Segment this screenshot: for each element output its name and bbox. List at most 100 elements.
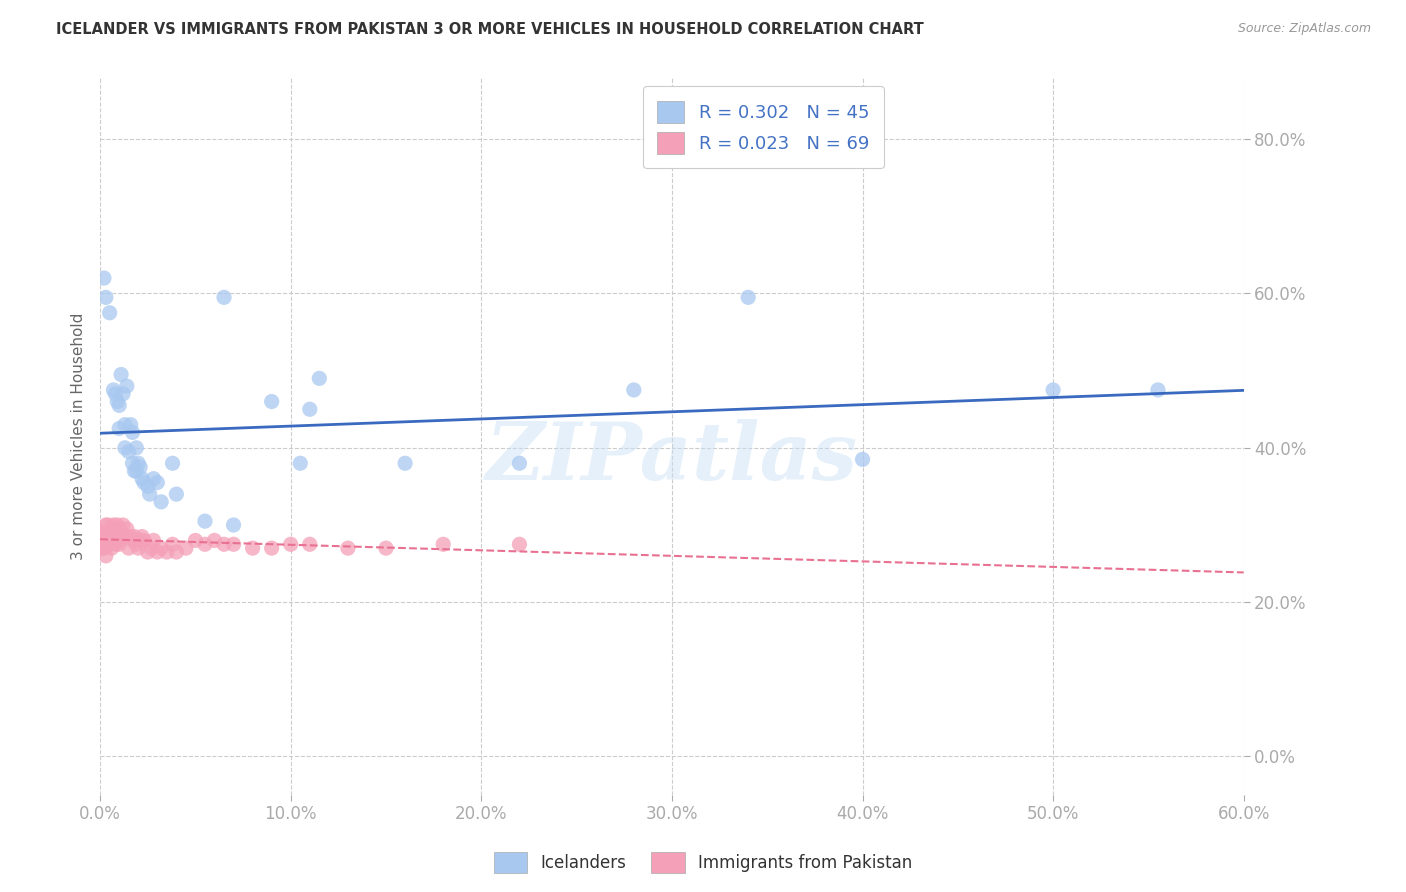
Point (103, 383, 125, 397)
Point (142, 472, 165, 486)
Point (98, 533, 121, 548)
Point (94, 290, 117, 304)
Point (91, 530, 114, 544)
Point (280, 537, 302, 551)
Point (94, 537, 117, 551)
Point (156, 545, 179, 559)
Point (121, 533, 143, 548)
Point (103, 518, 125, 533)
Point (91, 525, 114, 540)
Point (138, 487, 160, 501)
Point (165, 545, 187, 559)
Point (110, 530, 132, 544)
Point (127, 541, 149, 556)
Point (298, 402, 321, 417)
Point (127, 456, 149, 470)
Point (89, 541, 111, 556)
Point (136, 479, 159, 493)
Point (121, 425, 143, 440)
Point (108, 421, 131, 435)
Point (118, 541, 141, 556)
Point (103, 530, 125, 544)
Point (94, 530, 117, 544)
Point (94, 533, 117, 548)
Point (100, 525, 122, 540)
Point (93, 271, 115, 285)
Point (129, 460, 152, 475)
Point (375, 541, 398, 556)
Point (204, 533, 226, 548)
Point (94, 518, 117, 533)
Text: Source: ZipAtlas.com: Source: ZipAtlas.com (1237, 22, 1371, 36)
Text: ICELANDER VS IMMIGRANTS FROM PAKISTAN 3 OR MORE VEHICLES IN HOUSEHOLD CORRELATIO: ICELANDER VS IMMIGRANTS FROM PAKISTAN 3 … (56, 22, 924, 37)
Point (124, 464, 146, 478)
Point (184, 533, 207, 548)
Point (298, 537, 321, 551)
Point (111, 518, 134, 533)
Point (97, 518, 120, 533)
Point (432, 537, 454, 551)
Point (162, 537, 184, 551)
Point (98, 306, 121, 320)
Point (141, 541, 163, 556)
Point (394, 456, 416, 470)
Point (336, 541, 359, 556)
Point (115, 379, 138, 393)
Point (108, 398, 131, 412)
Point (118, 444, 141, 458)
Point (132, 533, 155, 548)
Point (125, 441, 148, 455)
Point (623, 383, 645, 397)
Point (194, 514, 217, 528)
Point (104, 533, 127, 548)
Point (737, 290, 759, 304)
Point (93, 541, 115, 556)
Point (508, 456, 530, 470)
Point (125, 464, 148, 478)
Point (104, 522, 127, 536)
Point (115, 522, 138, 536)
Point (174, 541, 197, 556)
Point (124, 530, 146, 544)
Point (89, 533, 111, 548)
Point (212, 290, 235, 304)
Point (132, 475, 155, 490)
Legend: Icelanders, Immigrants from Pakistan: Icelanders, Immigrants from Pakistan (486, 846, 920, 880)
Point (194, 537, 217, 551)
Point (131, 530, 153, 544)
Point (104, 537, 127, 551)
Point (260, 541, 283, 556)
Point (114, 441, 136, 455)
Point (103, 525, 125, 540)
Point (114, 417, 136, 432)
Point (290, 456, 312, 470)
Point (120, 417, 142, 432)
Point (150, 541, 173, 556)
Point (91, 537, 114, 551)
Point (131, 472, 153, 486)
Point (165, 487, 187, 501)
Point (100, 533, 122, 548)
Point (121, 456, 143, 470)
Point (111, 386, 134, 401)
Point (222, 537, 245, 551)
Point (242, 541, 264, 556)
Point (105, 518, 128, 533)
Point (93, 525, 115, 540)
Point (1042, 383, 1064, 397)
Point (110, 368, 132, 382)
Point (146, 545, 169, 559)
Point (108, 537, 131, 551)
Point (114, 530, 136, 544)
Point (1147, 383, 1170, 397)
Point (93, 537, 115, 551)
Point (98, 525, 121, 540)
Point (93, 533, 115, 548)
Point (125, 537, 148, 551)
Point (98, 530, 121, 544)
Point (94, 549, 117, 563)
Point (97, 530, 120, 544)
Point (120, 530, 142, 544)
Point (108, 522, 131, 536)
Y-axis label: 3 or more Vehicles in Household: 3 or more Vehicles in Household (72, 312, 86, 560)
